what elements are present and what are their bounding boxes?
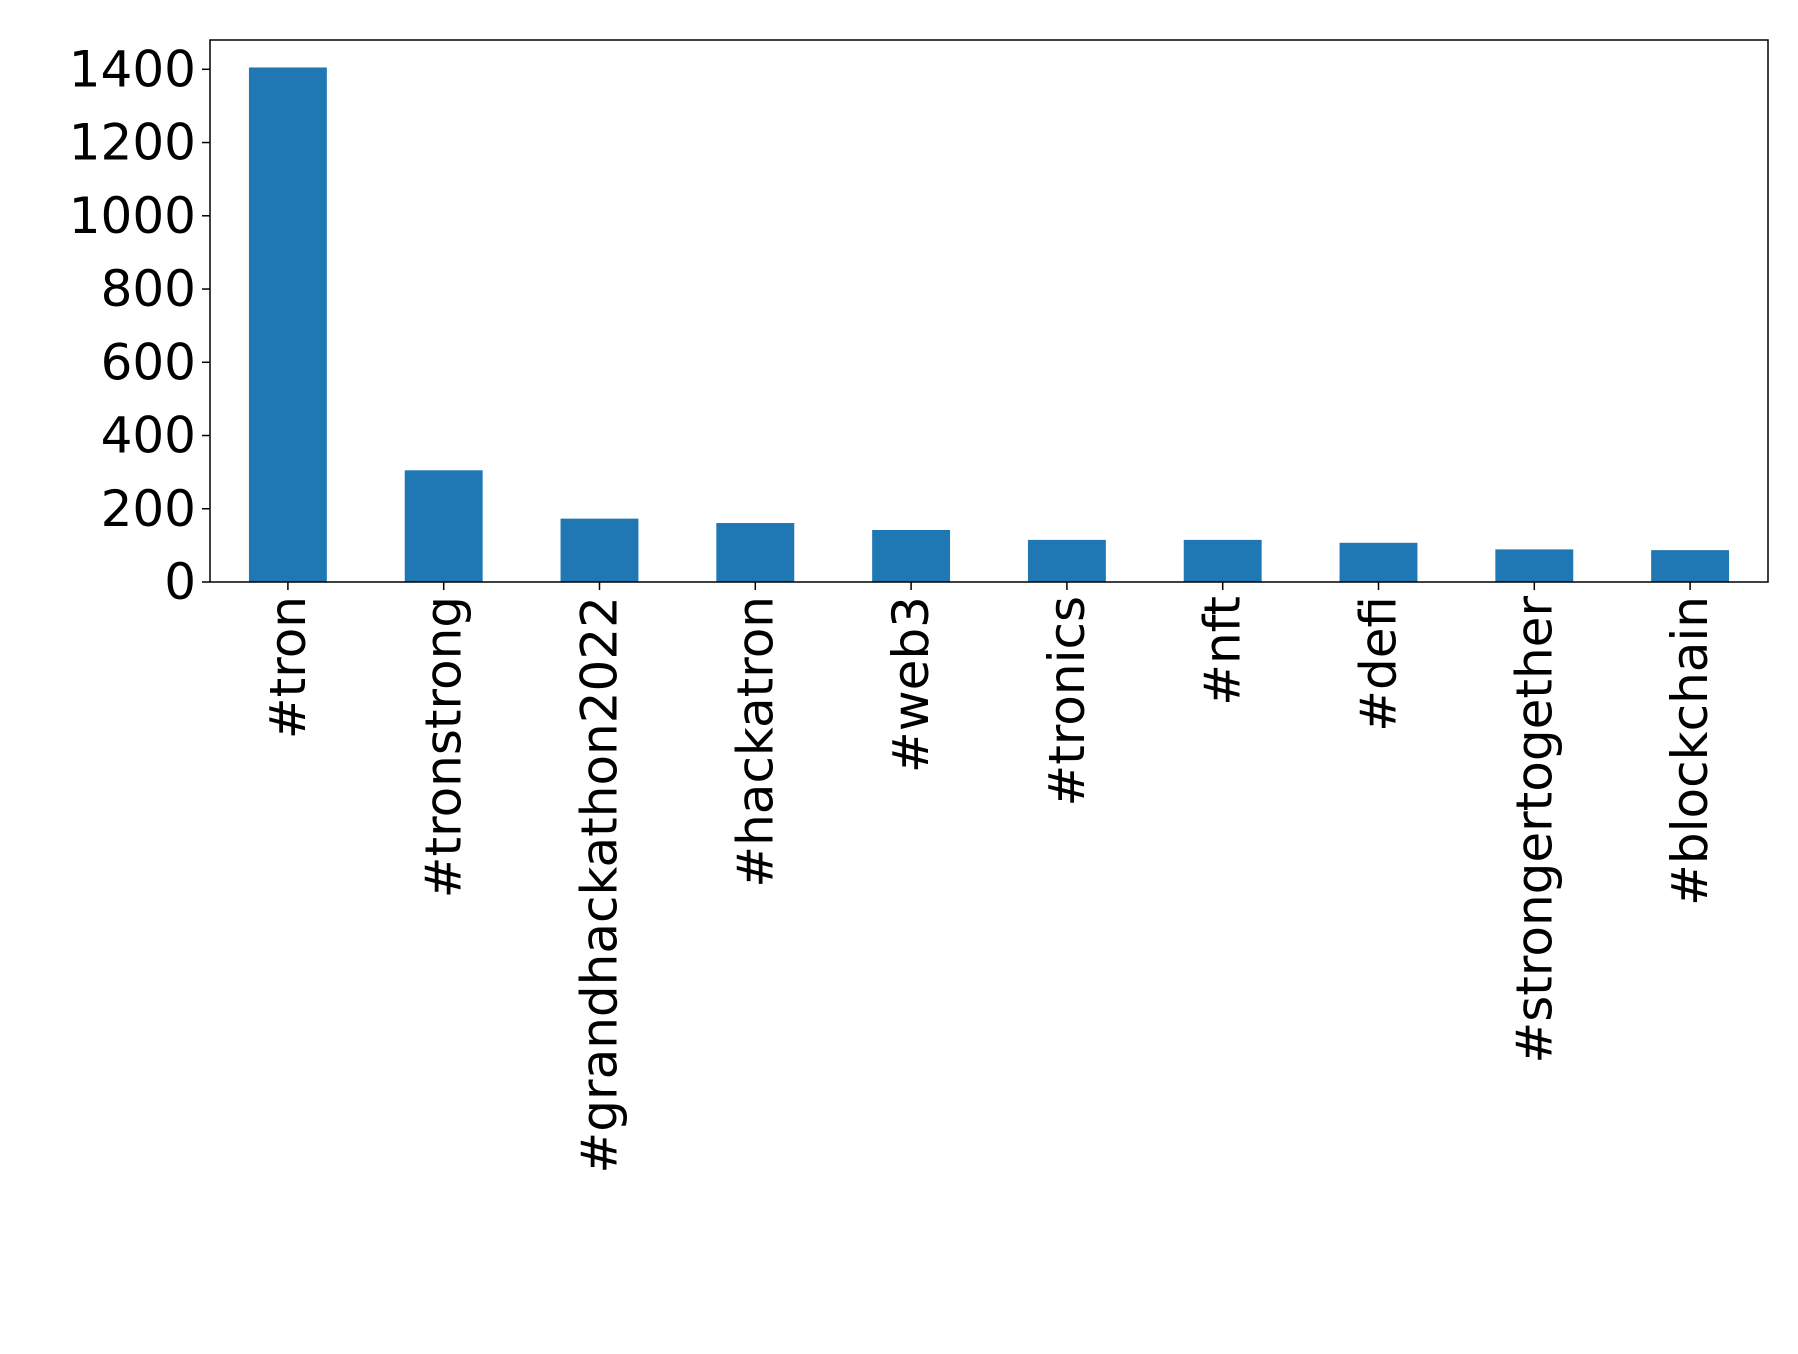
x-tick-label: #nft xyxy=(1194,596,1252,706)
bar-tronstrong xyxy=(404,470,483,582)
y-tick-label: 1000 xyxy=(69,187,196,245)
y-tick-label: 600 xyxy=(101,333,196,391)
bar-strongertogether xyxy=(1495,549,1574,582)
bar-web3 xyxy=(872,529,951,582)
bar-defi xyxy=(1339,542,1418,582)
plot-area-frame xyxy=(209,39,1769,583)
y-axis: 0 200 400 600 800 1000 1200 1400 xyxy=(69,40,210,611)
bar-blockchain xyxy=(1651,550,1730,582)
x-tick-label: #grandhackathon2022 xyxy=(571,596,629,1174)
y-tick-label: 800 xyxy=(101,260,196,318)
x-tick-label: #hackatron xyxy=(726,596,784,888)
y-tick-label: 1200 xyxy=(69,114,196,172)
x-tick-label: #tronics xyxy=(1038,596,1096,807)
x-tick-label: #strongertogether xyxy=(1505,596,1563,1064)
x-tick-label: #tron xyxy=(259,596,317,739)
bar-tron xyxy=(248,67,327,583)
y-tick-label: 400 xyxy=(101,407,196,465)
x-tick-label: #tronstrong xyxy=(415,596,473,898)
bar-grandhackathon2022 xyxy=(560,518,639,582)
y-tick-label: 1400 xyxy=(69,40,196,98)
bars-group xyxy=(248,67,1730,583)
y-tick-label: 200 xyxy=(101,480,196,538)
x-tick-label: #defi xyxy=(1350,596,1408,732)
bar-nft xyxy=(1183,539,1262,582)
bar-hackatron xyxy=(716,523,795,582)
x-tick-label: #blockchain xyxy=(1661,596,1719,906)
y-tick-label: 0 xyxy=(164,553,196,611)
x-axis: #tron #tronstrong #grandhackathon2022 #hack… xyxy=(259,582,1719,1174)
x-tick-label: #web3 xyxy=(882,596,940,773)
bar-tronics xyxy=(1027,539,1106,582)
